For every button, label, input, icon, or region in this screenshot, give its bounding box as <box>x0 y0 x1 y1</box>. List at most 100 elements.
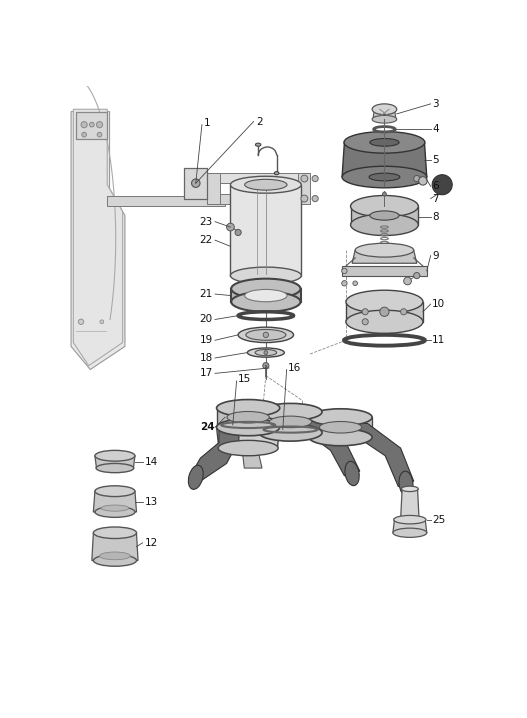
Ellipse shape <box>345 461 359 485</box>
Text: 14: 14 <box>145 457 158 467</box>
Polygon shape <box>217 408 280 427</box>
Text: 25: 25 <box>432 515 445 525</box>
Polygon shape <box>346 302 423 322</box>
Text: 7: 7 <box>432 194 439 204</box>
Circle shape <box>263 363 269 369</box>
Ellipse shape <box>309 429 372 446</box>
Text: 8: 8 <box>432 212 439 222</box>
Ellipse shape <box>100 552 130 560</box>
Polygon shape <box>217 427 280 448</box>
Ellipse shape <box>230 176 301 193</box>
Polygon shape <box>76 111 107 139</box>
Text: 12: 12 <box>145 538 158 548</box>
Ellipse shape <box>95 450 135 461</box>
Ellipse shape <box>93 555 136 567</box>
Polygon shape <box>298 173 310 204</box>
Ellipse shape <box>259 404 322 420</box>
Polygon shape <box>230 185 301 276</box>
Ellipse shape <box>370 211 399 220</box>
Ellipse shape <box>275 172 279 174</box>
Ellipse shape <box>231 279 300 299</box>
Circle shape <box>380 307 389 317</box>
Text: 17: 17 <box>200 368 213 378</box>
Ellipse shape <box>393 528 427 537</box>
Ellipse shape <box>101 505 129 511</box>
Polygon shape <box>93 491 136 512</box>
Ellipse shape <box>259 424 322 441</box>
Circle shape <box>414 175 420 182</box>
Ellipse shape <box>93 527 136 538</box>
Circle shape <box>362 309 368 315</box>
Polygon shape <box>207 194 310 204</box>
Ellipse shape <box>95 486 135 497</box>
Ellipse shape <box>402 486 418 492</box>
Text: 4: 4 <box>432 124 439 134</box>
Ellipse shape <box>344 131 425 153</box>
Text: 18: 18 <box>200 353 213 363</box>
Circle shape <box>341 269 347 274</box>
Ellipse shape <box>372 104 397 115</box>
Ellipse shape <box>230 267 301 284</box>
Circle shape <box>404 277 412 285</box>
Text: 13: 13 <box>145 497 158 507</box>
Ellipse shape <box>372 116 397 123</box>
Ellipse shape <box>96 463 134 472</box>
Text: 15: 15 <box>238 374 251 383</box>
Circle shape <box>82 132 86 137</box>
Ellipse shape <box>255 350 277 355</box>
Polygon shape <box>350 206 418 225</box>
Circle shape <box>301 175 308 182</box>
Polygon shape <box>348 424 414 487</box>
Polygon shape <box>342 142 427 177</box>
Ellipse shape <box>245 180 287 190</box>
Circle shape <box>341 281 347 286</box>
Circle shape <box>383 192 386 196</box>
Polygon shape <box>207 173 220 204</box>
Circle shape <box>362 319 368 325</box>
Polygon shape <box>259 412 322 433</box>
Text: 23: 23 <box>200 217 213 227</box>
Polygon shape <box>309 417 372 437</box>
Ellipse shape <box>217 399 280 416</box>
Circle shape <box>100 120 104 123</box>
Text: 16: 16 <box>288 363 301 373</box>
Polygon shape <box>342 266 427 276</box>
Ellipse shape <box>247 348 285 357</box>
Polygon shape <box>92 533 138 561</box>
Text: 6: 6 <box>432 181 439 191</box>
Circle shape <box>401 309 407 315</box>
Text: 19: 19 <box>200 335 213 345</box>
Ellipse shape <box>350 195 418 217</box>
Text: 5: 5 <box>432 155 439 165</box>
Polygon shape <box>352 250 417 264</box>
Circle shape <box>312 195 318 202</box>
Ellipse shape <box>350 214 418 236</box>
Circle shape <box>418 177 427 185</box>
Circle shape <box>97 132 102 137</box>
Circle shape <box>432 174 452 195</box>
Ellipse shape <box>309 409 372 426</box>
Circle shape <box>96 121 103 128</box>
Circle shape <box>263 332 269 337</box>
Ellipse shape <box>399 471 413 495</box>
Ellipse shape <box>370 139 399 146</box>
Ellipse shape <box>346 290 423 313</box>
Circle shape <box>90 122 94 127</box>
Polygon shape <box>401 489 419 520</box>
Ellipse shape <box>217 419 280 436</box>
Polygon shape <box>95 456 135 468</box>
Circle shape <box>227 223 235 231</box>
Text: 3: 3 <box>432 99 439 109</box>
Circle shape <box>414 273 420 279</box>
Circle shape <box>100 320 104 324</box>
Text: 21: 21 <box>200 289 213 299</box>
Ellipse shape <box>346 310 423 333</box>
Text: 10: 10 <box>432 299 445 309</box>
Polygon shape <box>231 289 300 302</box>
Text: 2: 2 <box>256 116 262 126</box>
Ellipse shape <box>342 167 427 188</box>
Polygon shape <box>295 417 360 476</box>
Text: 11: 11 <box>432 335 445 345</box>
Polygon shape <box>107 196 225 206</box>
Ellipse shape <box>188 465 203 490</box>
